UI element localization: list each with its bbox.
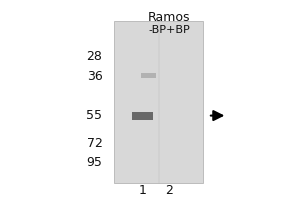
Text: 55: 55 (86, 109, 102, 122)
Text: Ramos: Ramos (148, 11, 190, 24)
Bar (114, 21, 203, 183)
Text: 2: 2 (165, 184, 173, 197)
Text: 1: 1 (139, 184, 146, 197)
Bar (132, 112, 153, 120)
Text: 95: 95 (87, 156, 102, 169)
Text: 36: 36 (87, 70, 102, 83)
Text: 28: 28 (87, 50, 102, 63)
Text: -BP+BP: -BP+BP (148, 25, 190, 35)
Text: 72: 72 (87, 137, 102, 150)
Bar (141, 73, 156, 78)
